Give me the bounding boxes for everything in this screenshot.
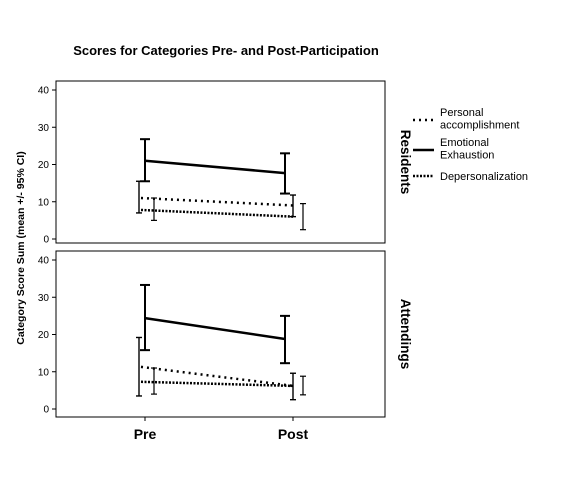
ci-bar-emotional-exhaustion-pre-attendings: [140, 283, 150, 352]
y-tick-label-30-residents: 30: [38, 123, 50, 134]
legend-label-depersonalization: Depersonalization: [440, 171, 528, 183]
series-line-emotional-exhaustion-residents: [144, 159, 286, 175]
series-line-personal-accomplishment-residents: [140, 196, 294, 207]
y-tick-label-30-attendings: 30: [38, 293, 50, 304]
legend-label-line: Emotional: [440, 137, 489, 149]
panels: 0 10 20 30 40 Residents 0 10 20 30 40 Attendings: [38, 80, 413, 421]
panel-attendings: 0 10 20 30 40 Attendings: [38, 250, 413, 418]
legend-item-emotional-exhaustion: Emotional Exhaustion: [413, 137, 494, 162]
legend-label-line: Depersonalization: [440, 171, 528, 183]
ci-bar-emotional-exhaustion-post-attendings: [280, 314, 290, 365]
legend-label-line: accomplishment: [440, 120, 519, 132]
ci-bar-personal-accomplishment-post-attendings: [300, 375, 306, 396]
series-line-depersonalization-residents: [140, 208, 294, 218]
series-line-emotional-exhaustion-attendings: [144, 316, 286, 341]
panel-frame-residents: [55, 80, 386, 244]
legend-item-personal-accomplishment: Personal accomplishment: [413, 107, 519, 132]
y-tick-label-20-attendings: 20: [38, 330, 50, 341]
legend-label-line: Personal: [440, 107, 483, 119]
panel-label-attendings: Attendings: [398, 299, 413, 370]
y-tick-label-0-residents: 0: [43, 235, 49, 246]
legend-label-line: Exhaustion: [440, 150, 494, 162]
x-category-post: Post: [278, 426, 309, 442]
panel-frame-attendings: [55, 250, 386, 418]
legend: Personal accomplishment Emotional Exhaustio…: [413, 107, 528, 183]
legend-item-depersonalization: Depersonalization: [413, 171, 528, 183]
y-axis-label: Category Score Sum (mean +/- 95% CI): [15, 151, 27, 344]
legend-label-personal-accomplishment: Personal accomplishment: [440, 107, 519, 132]
panel-label-residents: Residents: [398, 130, 413, 195]
series-line-personal-accomplishment-attendings: [140, 365, 294, 388]
x-category-pre: Pre: [134, 426, 157, 442]
y-tick-label-40-attendings: 40: [38, 256, 50, 267]
ci-bar-depersonalization-pre-attendings: [136, 336, 142, 397]
ci-bar-depersonalization-pre-residents: [136, 180, 142, 214]
series-line-depersonalization-attendings: [140, 380, 294, 388]
panel-residents: 0 10 20 30 40 Residents: [38, 80, 413, 246]
y-tick-label-20-residents: 20: [38, 160, 50, 171]
ci-bar-depersonalization-post-attendings: [290, 372, 296, 401]
ci-bar-personal-accomplishment-post-residents: [300, 203, 306, 231]
y-tick-label-0-attendings: 0: [43, 405, 49, 416]
legend-label-emotional-exhaustion: Emotional Exhaustion: [440, 137, 494, 162]
y-tick-label-10-attendings: 10: [38, 367, 50, 378]
ci-bar-emotional-exhaustion-post-residents: [280, 152, 290, 195]
y-tick-label-10-residents: 10: [38, 197, 50, 208]
chart-title: Scores for Categories Pre- and Post-Part…: [73, 43, 379, 58]
y-tick-label-40-residents: 40: [38, 86, 50, 97]
